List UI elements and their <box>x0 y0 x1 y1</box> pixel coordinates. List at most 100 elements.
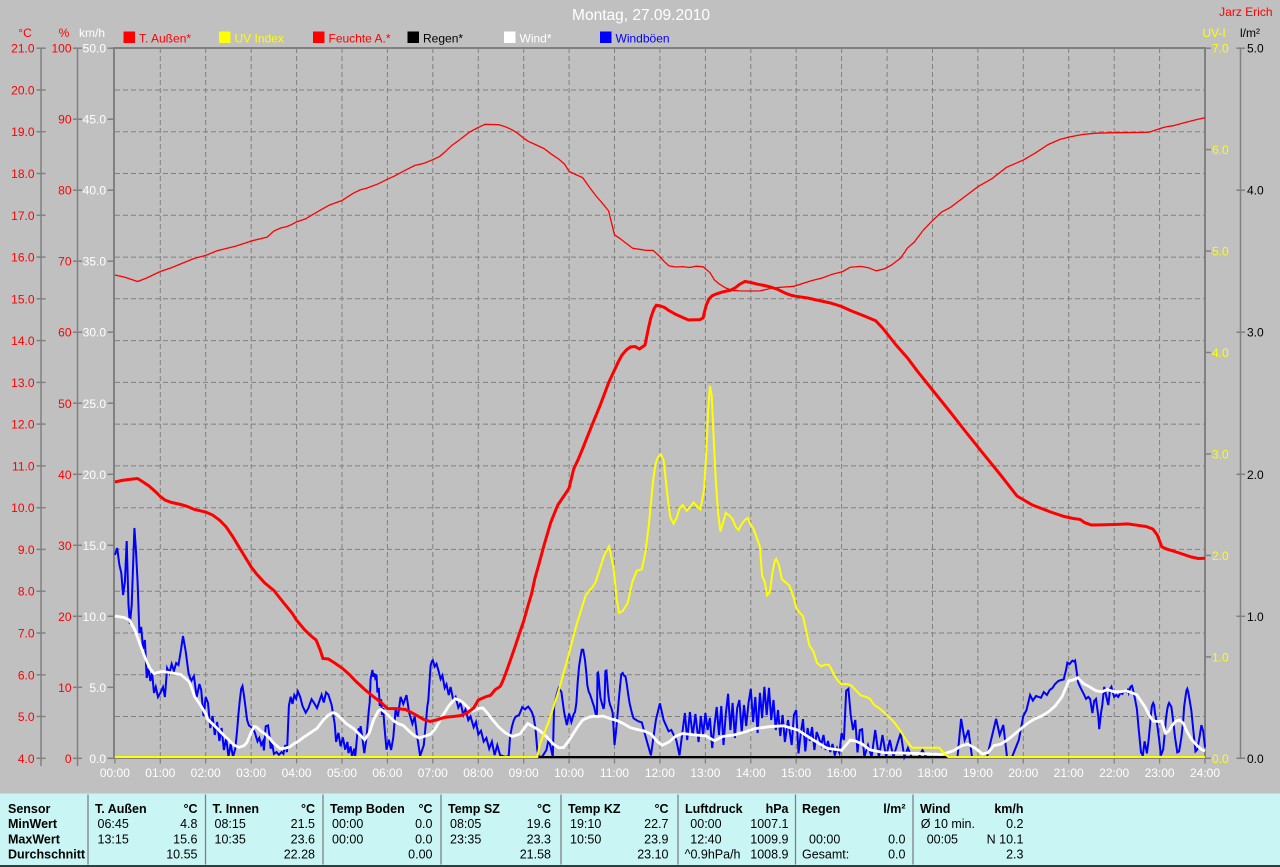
svg-text:2.3: 2.3 <box>1006 848 1023 862</box>
svg-text:17.0: 17.0 <box>11 209 35 223</box>
svg-text:Luftdruck: Luftdruck <box>685 802 743 816</box>
svg-text:1008.9: 1008.9 <box>750 848 788 862</box>
svg-text:2.0: 2.0 <box>1212 549 1229 563</box>
svg-text:50: 50 <box>58 397 72 411</box>
svg-text:09:00: 09:00 <box>509 766 539 780</box>
svg-text:00:00: 00:00 <box>100 766 130 780</box>
svg-text:100: 100 <box>51 42 71 56</box>
svg-text:0.2: 0.2 <box>1006 817 1023 831</box>
svg-text:12:40: 12:40 <box>690 832 721 846</box>
svg-text:21.5: 21.5 <box>291 817 315 831</box>
svg-text:30: 30 <box>58 539 72 553</box>
svg-text:20.0: 20.0 <box>83 468 107 482</box>
svg-text:16:00: 16:00 <box>827 766 857 780</box>
svg-text:15.0: 15.0 <box>83 539 107 553</box>
svg-text:10:50: 10:50 <box>570 832 601 846</box>
svg-text:5.0: 5.0 <box>1212 245 1229 259</box>
svg-text:6.0: 6.0 <box>18 668 35 682</box>
svg-text:Regen*: Regen* <box>423 32 463 46</box>
svg-text:08:15: 08:15 <box>215 817 246 831</box>
svg-text:20: 20 <box>58 610 72 624</box>
svg-text:21.0: 21.0 <box>11 42 35 56</box>
svg-text:14:00: 14:00 <box>736 766 766 780</box>
svg-text:06:00: 06:00 <box>372 766 402 780</box>
svg-text:0.00: 0.00 <box>408 848 432 862</box>
svg-text:Regen: Regen <box>802 802 840 816</box>
svg-text:15:00: 15:00 <box>781 766 811 780</box>
svg-text:19.0: 19.0 <box>11 125 35 139</box>
svg-text:30.0: 30.0 <box>83 326 107 340</box>
svg-text:MinWert: MinWert <box>8 817 58 831</box>
svg-text:km/h: km/h <box>994 802 1023 816</box>
svg-text:6.0: 6.0 <box>1212 143 1229 157</box>
svg-text:N 10.1: N 10.1 <box>987 832 1024 846</box>
svg-text:19.6: 19.6 <box>527 817 551 831</box>
svg-text:T. Innen: T. Innen <box>213 802 260 816</box>
svg-text:0.0: 0.0 <box>888 832 905 846</box>
svg-text:70: 70 <box>58 255 72 269</box>
svg-text:4.0: 4.0 <box>18 752 35 766</box>
svg-text:13:15: 13:15 <box>98 832 129 846</box>
svg-text:Wind: Wind <box>920 802 950 816</box>
svg-text:20:00: 20:00 <box>1008 766 1038 780</box>
svg-text:°C: °C <box>301 802 315 816</box>
svg-text:00:00: 00:00 <box>332 832 363 846</box>
svg-text:15.0: 15.0 <box>11 292 35 306</box>
svg-text:12:00: 12:00 <box>645 766 675 780</box>
svg-text:Windböen: Windböen <box>616 32 670 46</box>
svg-text:03:00: 03:00 <box>236 766 266 780</box>
svg-text:11.0: 11.0 <box>12 459 35 473</box>
svg-text:10:35: 10:35 <box>215 832 246 846</box>
svg-text:4.8: 4.8 <box>180 817 197 831</box>
svg-text:4.0: 4.0 <box>1247 184 1264 198</box>
svg-text:22.7: 22.7 <box>644 817 668 831</box>
svg-text:24:00: 24:00 <box>1190 766 1220 780</box>
svg-text:00:00: 00:00 <box>332 817 363 831</box>
svg-text:5.0: 5.0 <box>89 681 106 695</box>
svg-text:%: % <box>59 26 70 40</box>
svg-text:1009.9: 1009.9 <box>750 832 788 846</box>
svg-text:08:00: 08:00 <box>463 766 493 780</box>
svg-text:01:00: 01:00 <box>145 766 175 780</box>
svg-text:40.0: 40.0 <box>83 184 107 198</box>
svg-text:0.0: 0.0 <box>1212 752 1229 766</box>
svg-text:14.0: 14.0 <box>11 334 35 348</box>
svg-text:1.0: 1.0 <box>1212 650 1229 664</box>
svg-text:2.0: 2.0 <box>1247 468 1264 482</box>
svg-text:T. Außen: T. Außen <box>95 802 147 816</box>
svg-text:21.58: 21.58 <box>520 848 551 862</box>
svg-text:°C: °C <box>537 802 551 816</box>
svg-text:12.0: 12.0 <box>11 418 35 432</box>
svg-text:Montag, 27.09.2010: Montag, 27.09.2010 <box>572 7 710 24</box>
svg-text:20.0: 20.0 <box>11 84 35 98</box>
svg-text:23.3: 23.3 <box>527 832 551 846</box>
svg-text:19:10: 19:10 <box>570 817 601 831</box>
svg-text:Feuchte A.*: Feuchte A.* <box>329 32 391 46</box>
svg-text:Temp SZ: Temp SZ <box>448 802 500 816</box>
svg-text:35.0: 35.0 <box>83 255 107 269</box>
svg-text:45.0: 45.0 <box>83 113 107 127</box>
svg-text:°C: °C <box>418 802 432 816</box>
svg-text:23.9: 23.9 <box>644 832 668 846</box>
svg-text:7.0: 7.0 <box>18 627 35 641</box>
svg-text:Gesamt:: Gesamt: <box>802 848 849 862</box>
svg-text:23.6: 23.6 <box>291 832 315 846</box>
svg-text:4.0: 4.0 <box>1212 346 1229 360</box>
svg-text:15.6: 15.6 <box>173 832 197 846</box>
svg-text:3.0: 3.0 <box>1247 326 1264 340</box>
svg-text:1.0: 1.0 <box>1247 610 1264 624</box>
svg-text:8.0: 8.0 <box>18 585 35 599</box>
svg-text:Jarz Erich: Jarz Erich <box>1219 5 1272 19</box>
svg-text:05:00: 05:00 <box>327 766 357 780</box>
svg-text:Wind*: Wind* <box>520 32 552 46</box>
svg-text:22:00: 22:00 <box>1099 766 1129 780</box>
svg-text:25.0: 25.0 <box>83 397 107 411</box>
svg-text:km/h: km/h <box>79 26 105 40</box>
svg-text:50.0: 50.0 <box>83 42 107 56</box>
svg-text:10.55: 10.55 <box>166 848 197 862</box>
svg-text:0.0: 0.0 <box>415 817 432 831</box>
svg-text:0.0: 0.0 <box>1247 752 1264 766</box>
svg-text:Temp KZ: Temp KZ <box>568 802 621 816</box>
svg-text:°C: °C <box>183 802 197 816</box>
svg-text:00:05: 00:05 <box>927 832 958 846</box>
